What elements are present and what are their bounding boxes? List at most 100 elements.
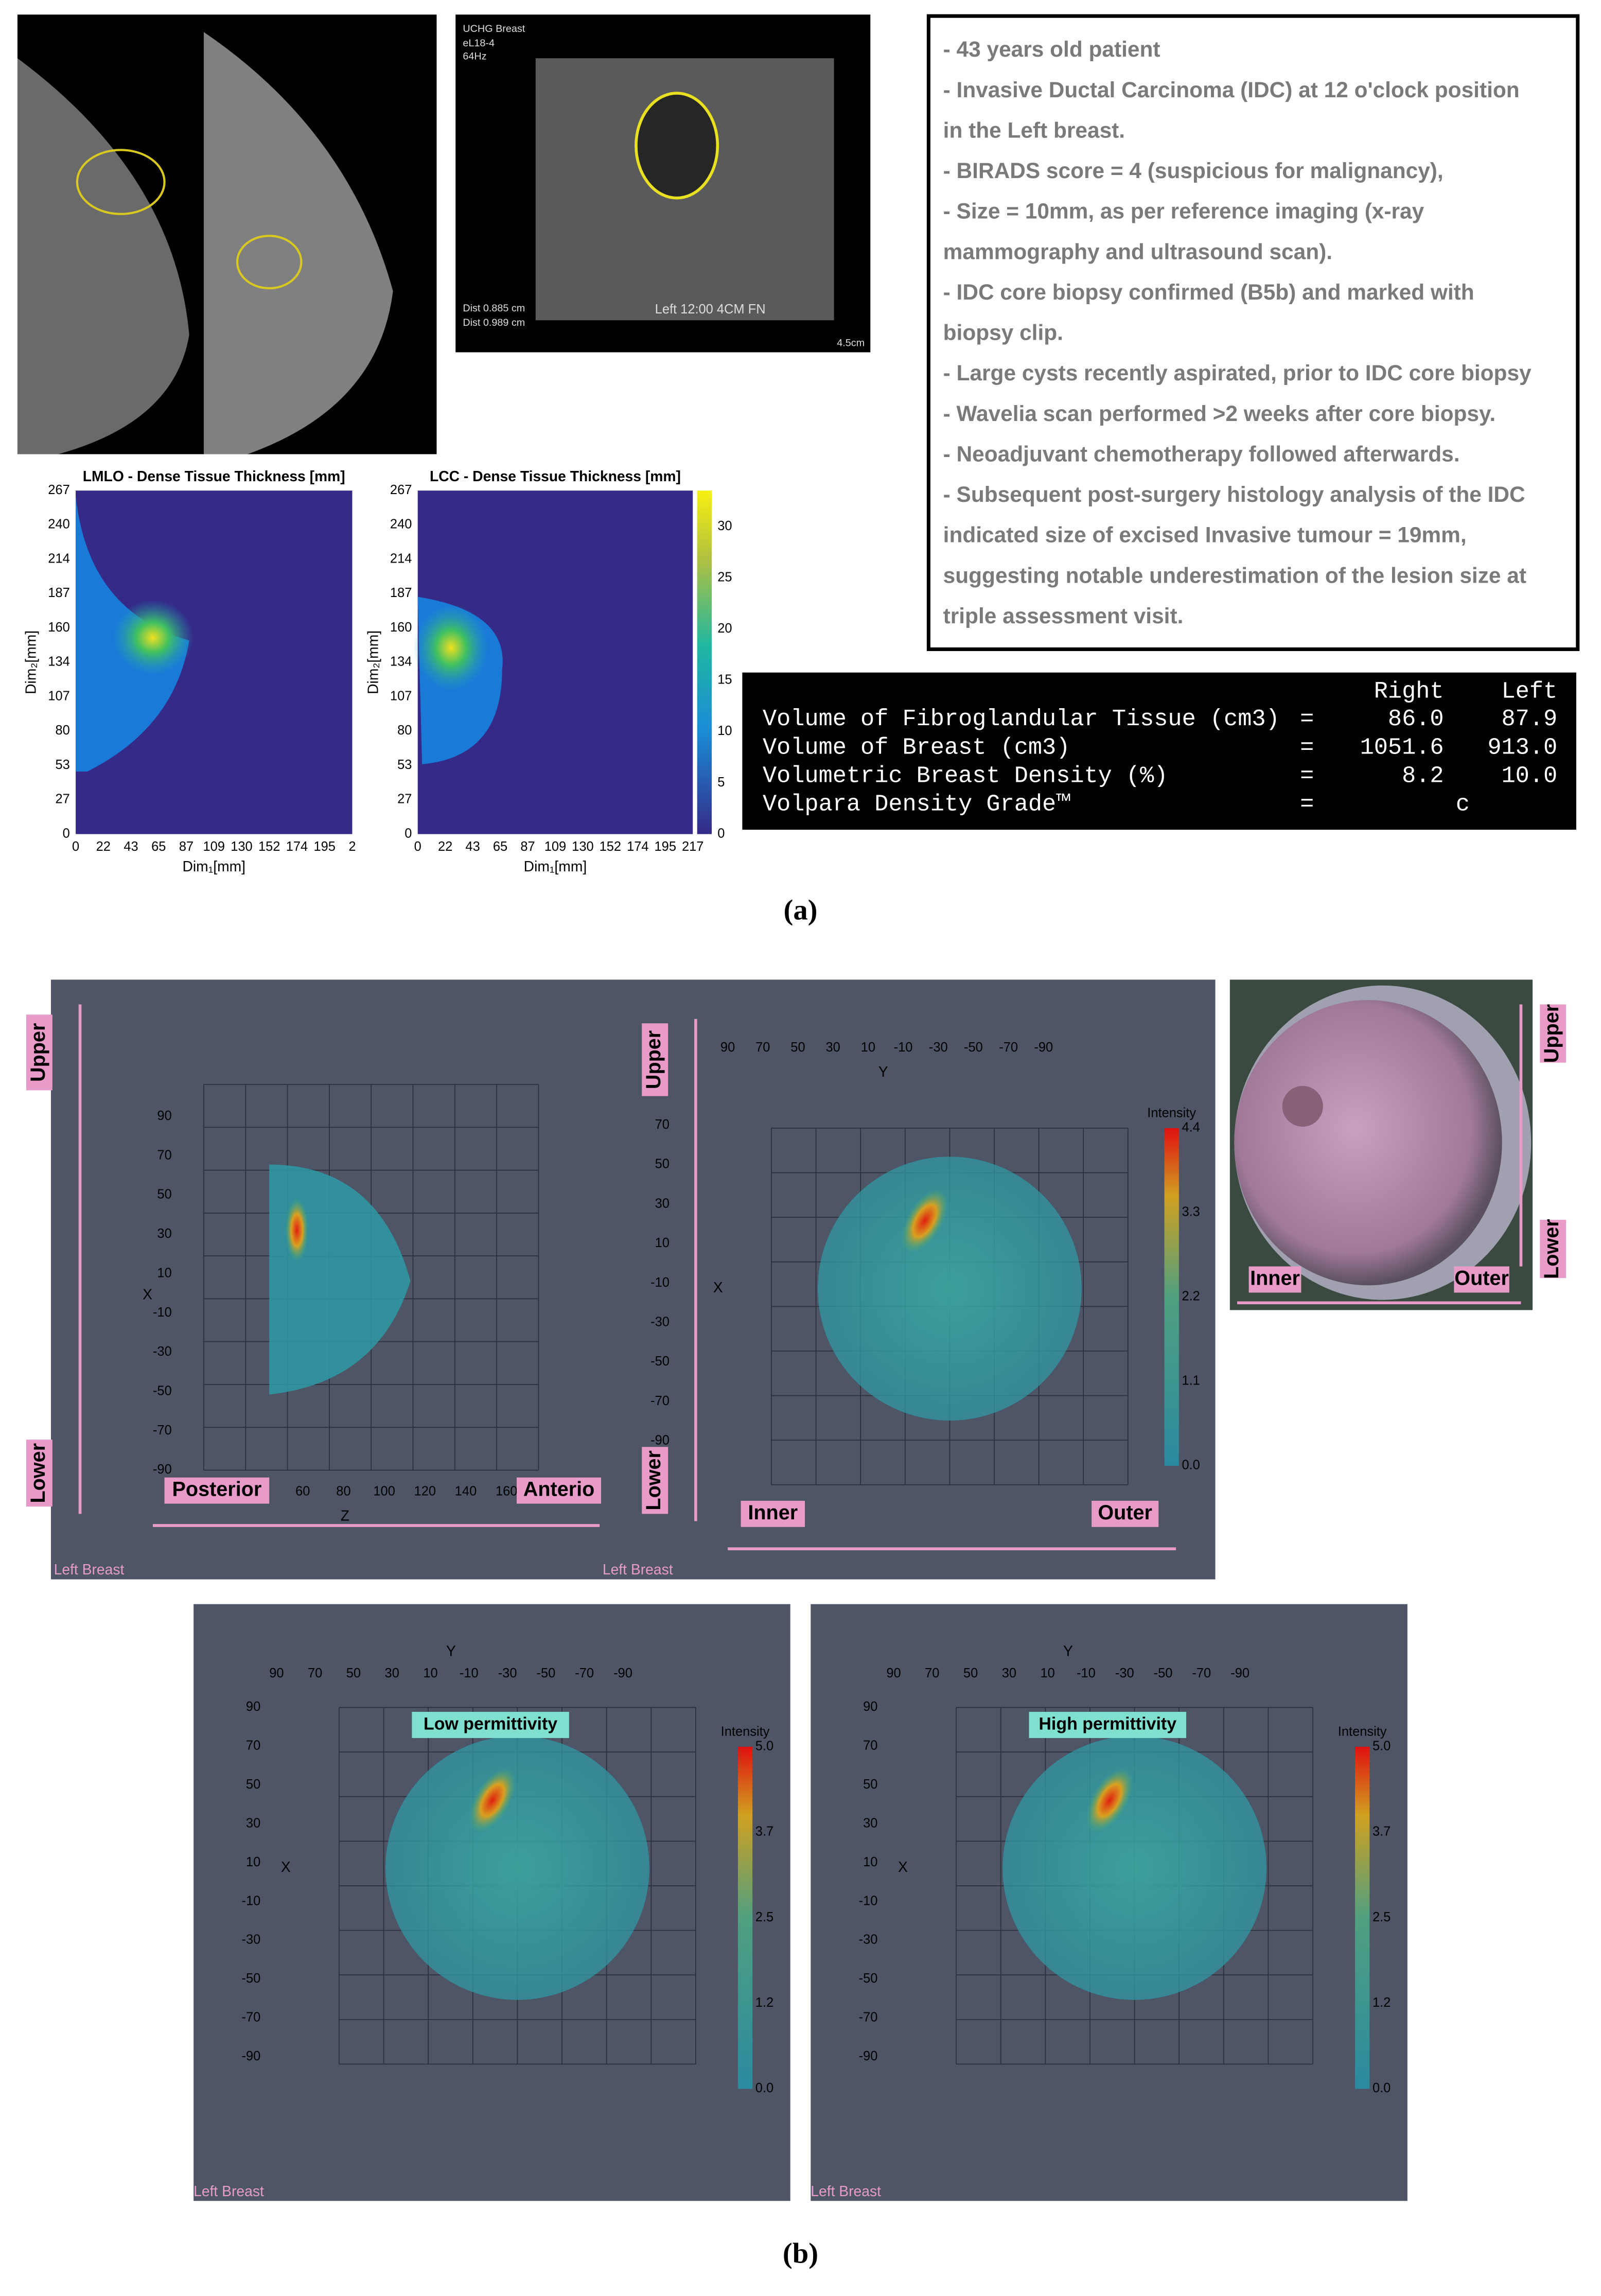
label-box [1454, 1266, 1509, 1293]
axis-tick-label: 50 [963, 1666, 978, 1680]
table-cell: 10.0 [1502, 762, 1558, 789]
axis-tick-label: 5.0 [755, 1739, 773, 1754]
x-tick-label: 65 [493, 839, 507, 854]
ultrasound-text: Dist 0.989 cm [463, 317, 525, 328]
note-line: biopsy clip. [943, 321, 1063, 345]
note-line: - Subsequent post-surgery histology anal… [943, 482, 1525, 506]
axis-tick-label: 90 [246, 1699, 260, 1714]
axis-label: Dim₁[mm] [524, 858, 587, 874]
caption: Left Breast [54, 1561, 125, 1578]
axis-tick-label: 90 [720, 1040, 735, 1055]
hotspot [469, 1768, 516, 1833]
y-tick-label: 134 [48, 655, 69, 669]
axis-tick-label: -30 [1115, 1666, 1134, 1680]
breast-photo [1234, 1000, 1502, 1286]
axis-tick-label: -50 [153, 1384, 172, 1398]
intensity-bar [1355, 1746, 1370, 2089]
x-tick-label: 43 [465, 839, 480, 854]
axis-tick-label: 160 [496, 1484, 517, 1499]
colorbar-tick: 0 [717, 826, 725, 840]
x-tick-label: 174 [627, 839, 648, 854]
breast-mlo [17, 58, 189, 454]
axis-tick-label: -10 [1077, 1666, 1096, 1680]
axis-tick-label: 1.2 [755, 1995, 773, 2010]
view-title: High permittivity [1039, 1714, 1176, 1733]
breast-volume [1002, 1736, 1266, 2000]
y-tick-label: 160 [390, 620, 412, 635]
intensity-title: Intensity [1338, 1724, 1387, 1739]
axis-tick-label: -50 [536, 1666, 555, 1680]
note-line: - Size = 10mm, as per reference imaging … [943, 199, 1424, 223]
axis-tick-label: 90 [886, 1666, 901, 1680]
axis-tick-label: 90 [269, 1666, 284, 1680]
x-tick-label: 174 [286, 839, 308, 854]
axis-tick-label: -70 [241, 2010, 260, 2025]
axis-tick-label: 120 [414, 1484, 436, 1499]
intensity-title: Intensity [1147, 1106, 1196, 1120]
label-box [1248, 1266, 1301, 1293]
x-tick-label: 0 [72, 839, 79, 854]
colorbar-tick: 20 [717, 621, 732, 636]
table-cell: c [1456, 791, 1470, 818]
note-line: mammography and ultrasound scan). [943, 239, 1332, 264]
direction-label: Inner [1250, 1267, 1300, 1289]
axis-label: X [143, 1286, 152, 1303]
lesion-circle [76, 149, 166, 215]
axis-tick-label: 50 [863, 1777, 877, 1792]
table-cell: 87.9 [1502, 706, 1558, 732]
axis-tick-label: 0.0 [755, 2081, 773, 2095]
axis-tick-label: 10 [246, 1855, 260, 1869]
axis-tick-label: 10 [157, 1266, 171, 1280]
y-tick-label: 187 [48, 586, 69, 600]
axis-tick-label: 50 [157, 1187, 171, 1202]
axis-label: Dim₂[mm] [364, 630, 381, 694]
axis-tick-label: 1.1 [1182, 1374, 1200, 1388]
axis-label: Y [1063, 1643, 1073, 1659]
axis-tick-label: 30 [385, 1666, 399, 1680]
axis-tick-label: -70 [999, 1040, 1018, 1055]
nipple [1282, 1085, 1323, 1127]
axis-tick-label: 30 [246, 1816, 260, 1830]
axis-tick-label: 10 [863, 1855, 877, 1869]
direction-label: Upper [1540, 1004, 1563, 1063]
axis-tick-label: -50 [964, 1040, 983, 1055]
x-tick-label: 130 [231, 839, 252, 854]
x-tick-label: 152 [600, 839, 621, 854]
x-tick-label: 152 [258, 839, 280, 854]
note-line: - 43 years old patient [943, 37, 1160, 61]
axis-tick-label: 140 [455, 1484, 477, 1499]
breast-volume [818, 1156, 1082, 1421]
direction-label: Posterior [172, 1478, 262, 1501]
y-tick-label: 134 [390, 655, 412, 669]
axis-tick-label: 50 [346, 1666, 361, 1680]
axis-tick-label: 30 [655, 1196, 670, 1211]
y-tick-label: 267 [390, 483, 412, 497]
axis-tick-label: -30 [241, 1933, 260, 1947]
y-tick-label: 0 [63, 826, 70, 840]
panel-label: (b) [783, 2238, 818, 2270]
axis-tick-label: 70 [246, 1739, 260, 1753]
ultrasound-text: 64Hz [463, 51, 486, 62]
ultrasound-text: 4.5cm [837, 338, 865, 349]
label-box [1092, 1500, 1159, 1527]
caption: Left Breast [811, 2183, 881, 2199]
axis-tick-label: -10 [153, 1305, 172, 1320]
axis-tick-label: 50 [655, 1157, 670, 1171]
direction-label: Upper [27, 1023, 49, 1082]
x-tick-label: 109 [203, 839, 225, 854]
axis-label: Z [341, 1507, 349, 1523]
y-tick-label: 267 [48, 483, 69, 497]
axis-tick-label: -50 [650, 1354, 670, 1369]
axis-tick-label: -30 [929, 1040, 948, 1055]
axis-label: Y [446, 1643, 456, 1659]
dense-blob [413, 604, 489, 692]
label-box [164, 1477, 270, 1504]
axis-tick-label: 10 [655, 1236, 670, 1250]
direction-label: Lower [1540, 1219, 1563, 1279]
axis-tick-label: -50 [1154, 1666, 1173, 1680]
axis-tick-label: 70 [308, 1666, 322, 1680]
note-line: - Neoadjuvant chemotherapy followed afte… [943, 442, 1460, 466]
breast-cc [203, 32, 393, 454]
axis-tick-label: 50 [246, 1777, 260, 1792]
axis-label: X [713, 1279, 723, 1295]
